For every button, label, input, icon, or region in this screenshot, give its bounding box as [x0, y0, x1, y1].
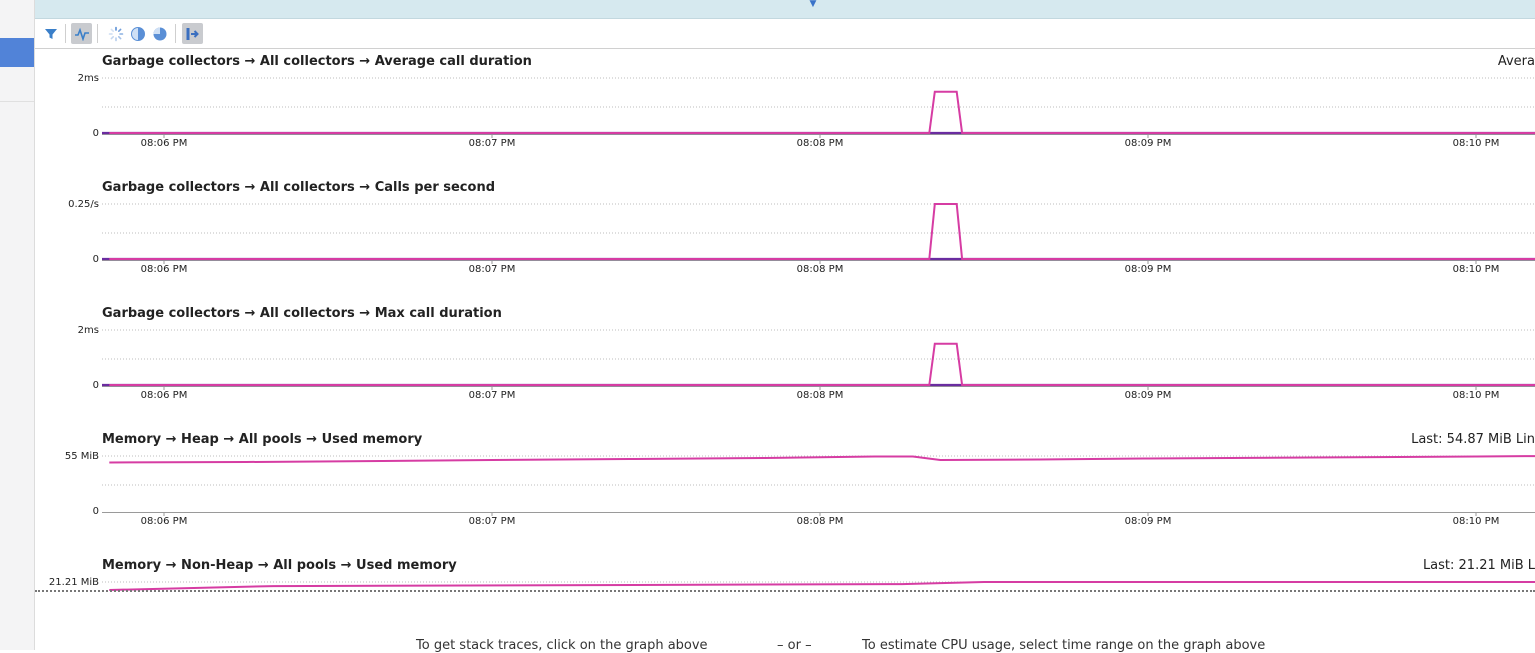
y-tick-label: 55 MiB [65, 451, 99, 462]
x-tick-label: 08:10 PM [1453, 138, 1500, 149]
series-line [109, 581, 1535, 591]
y-tick-label: 0.25/s [68, 199, 99, 210]
chart-4[interactable]: Memory → Heap → All pools → Used memory L… [65, 432, 1535, 527]
series-line [109, 455, 1535, 464]
activity-button[interactable] [71, 23, 92, 44]
series-line [109, 203, 1535, 260]
stack-trace-hint: To get stack traces, click on the graph … [416, 638, 708, 653]
x-tick-label: 08:08 PM [797, 264, 844, 275]
x-tick-label: 08:07 PM [469, 138, 516, 149]
x-tick-label: 08:10 PM [1453, 390, 1500, 401]
cpu-usage-hint: To estimate CPU usage, select time range… [862, 638, 1266, 653]
y-tick-label: 2ms [78, 73, 99, 84]
toolbar-separator [97, 24, 98, 43]
chart-title: Garbage collectors → All collectors → Av… [102, 54, 532, 69]
series-line [109, 90, 1535, 134]
x-tick-label: 08:09 PM [1125, 264, 1172, 275]
x-tick-label: 08:07 PM [469, 516, 516, 527]
half-circle-button[interactable] [127, 23, 148, 44]
x-tick-label: 08:06 PM [141, 138, 188, 149]
activity-icon [74, 27, 89, 41]
spinner-icon [108, 26, 123, 41]
panel-splitter[interactable] [35, 590, 1535, 592]
y-tick-label: 21.21 MiB [49, 577, 99, 588]
y-tick-label: 0 [93, 254, 99, 265]
chart-legend-value: Last: 54.87 MiB Lin [1411, 432, 1535, 447]
x-tick-label: 08:09 PM [1125, 390, 1172, 401]
pie-button[interactable] [149, 23, 170, 44]
chart-title: Garbage collectors → All collectors → Ma… [102, 306, 502, 321]
pie-chart-icon [153, 27, 166, 40]
sidebar-divider [0, 101, 34, 102]
y-tick-label: 0 [93, 128, 99, 139]
x-tick-label: 08:06 PM [141, 390, 188, 401]
y-tick-label: 0 [93, 506, 99, 517]
series-line [109, 342, 1535, 386]
chart-1[interactable]: Garbage collectors → All collectors → Av… [78, 54, 1535, 149]
hint-panel: To get stack traces, click on the graph … [35, 593, 1535, 653]
or-separator: – or – [777, 638, 812, 653]
chart-3[interactable]: Garbage collectors → All collectors → Ma… [78, 306, 1535, 401]
half-circle-icon [130, 26, 145, 41]
timeline-overview-bar[interactable]: ▼ [35, 0, 1535, 19]
chart-5[interactable]: Memory → Non-Heap → All pools → Used mem… [49, 558, 1535, 591]
export-button[interactable] [182, 23, 203, 44]
chart-legend-value: Last: 21.21 MiB L [1423, 558, 1535, 573]
x-tick-label: 08:06 PM [141, 516, 188, 527]
toolbar-separator [175, 24, 176, 43]
x-tick-label: 08:10 PM [1453, 264, 1500, 275]
left-sidebar [0, 0, 35, 650]
range-marker-icon[interactable]: ▼ [809, 0, 817, 9]
sidebar-selected-item[interactable] [0, 38, 34, 67]
loading-button[interactable] [105, 23, 126, 44]
chart-2[interactable]: Garbage collectors → All collectors → Ca… [68, 180, 1535, 275]
x-tick-label: 08:08 PM [797, 138, 844, 149]
graphs-panel[interactable]: Garbage collectors → All collectors → Av… [35, 49, 1535, 594]
graphs-canvas[interactable]: Garbage collectors → All collectors → Av… [35, 49, 1535, 594]
filter-button[interactable] [40, 23, 61, 44]
chart-title: Garbage collectors → All collectors → Ca… [102, 180, 495, 195]
x-tick-label: 08:08 PM [797, 390, 844, 401]
toolbar-separator [65, 24, 66, 43]
y-tick-label: 2ms [78, 325, 99, 336]
chart-title: Memory → Non-Heap → All pools → Used mem… [102, 558, 457, 573]
chart-legend-value: Avera [1498, 54, 1535, 69]
filter-icon [44, 28, 57, 39]
x-tick-label: 08:07 PM [469, 390, 516, 401]
export-icon [186, 27, 199, 40]
graph-toolbar [35, 19, 1535, 49]
chart-title: Memory → Heap → All pools → Used memory [102, 432, 423, 447]
x-tick-label: 08:09 PM [1125, 516, 1172, 527]
x-tick-label: 08:08 PM [797, 516, 844, 527]
x-tick-label: 08:06 PM [141, 264, 188, 275]
x-tick-label: 08:10 PM [1453, 516, 1500, 527]
x-tick-label: 08:07 PM [469, 264, 516, 275]
x-tick-label: 08:09 PM [1125, 138, 1172, 149]
y-tick-label: 0 [93, 380, 99, 391]
